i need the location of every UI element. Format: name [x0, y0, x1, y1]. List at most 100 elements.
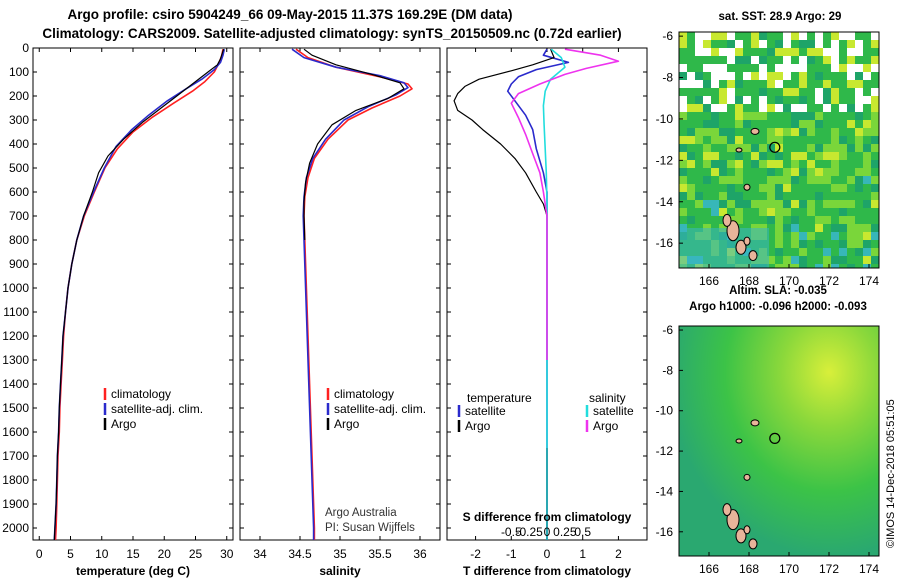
x-axis-label: salinity — [319, 564, 361, 578]
sst-cell — [719, 136, 727, 144]
sst-cell — [831, 56, 839, 64]
sst-cell — [735, 168, 743, 176]
sst-cell — [727, 80, 735, 88]
sst-cell — [871, 96, 879, 104]
sst-cell — [783, 184, 791, 192]
sst-cell — [791, 264, 799, 268]
sst-cell — [831, 224, 839, 232]
sst-cell — [815, 72, 823, 80]
map-x-tick-label: 170 — [779, 562, 799, 576]
sst-cell — [839, 216, 847, 224]
sst-cell — [871, 160, 879, 168]
x-tick-label: 10 — [95, 547, 109, 561]
sst-cell — [751, 32, 759, 40]
sst-cell — [687, 128, 695, 136]
x-tick-label: 20 — [158, 547, 172, 561]
sst-cell — [711, 48, 719, 56]
difference-profile-chart: -2 -1 0 1 2 T difference from climatology S di… — [446, 47, 648, 578]
map-y-tick-label: -14 — [656, 484, 674, 498]
sst-cell — [855, 72, 863, 80]
sst-cell — [703, 128, 711, 136]
sst-cell — [775, 40, 783, 48]
map-y-tick-label: -10 — [656, 404, 674, 418]
sst-cell — [703, 32, 711, 40]
sst-cell — [863, 248, 871, 256]
sst-cell — [823, 200, 831, 208]
depth-tick-label: 1000 — [2, 281, 29, 295]
sst-cell — [759, 152, 767, 160]
sst-cell — [791, 128, 799, 136]
temperature-profile-chart: 0100200300400500600700800900100011001200… — [2, 41, 233, 578]
x-axis-label: T difference from climatology — [463, 564, 631, 578]
sst-cell — [815, 32, 823, 40]
sst-cell — [719, 168, 727, 176]
sst-cell — [799, 248, 807, 256]
x-tick-label: 15 — [126, 547, 140, 561]
sst-cell — [751, 72, 759, 80]
island — [722, 213, 732, 227]
sst-cell — [767, 48, 775, 56]
sst-cell — [735, 40, 743, 48]
map-y-tick-label: -16 — [656, 525, 674, 539]
sst-cell — [791, 240, 799, 248]
sst-cell — [791, 152, 799, 160]
sst-cell — [871, 40, 879, 48]
sst-cell — [775, 144, 783, 152]
island — [750, 419, 760, 427]
island — [726, 220, 740, 242]
sst-cell — [695, 104, 703, 112]
sst-cell — [735, 96, 743, 104]
depth-tick-label: 500 — [9, 161, 29, 175]
map-title: sat. SST: 28.9 Argo: 29 — [719, 11, 842, 23]
sst-cell — [807, 232, 815, 240]
island — [735, 438, 743, 444]
sst-cell — [775, 200, 783, 208]
depth-tick-label: 700 — [9, 209, 29, 223]
sst-cell — [799, 232, 807, 240]
x-tick-label: 35 — [333, 547, 347, 561]
sst-cell — [687, 152, 695, 160]
sst-cell — [791, 32, 799, 40]
sst-cell — [831, 96, 839, 104]
sst-cell — [815, 96, 823, 104]
sst-cell — [783, 56, 791, 64]
sst-cell — [735, 48, 743, 56]
x-axis-label: temperature (deg C) — [76, 564, 190, 578]
sst-cell — [759, 208, 767, 216]
sst-cell — [871, 256, 879, 264]
sst-cell — [791, 176, 799, 184]
x-tick-label: 2 — [615, 547, 622, 561]
map-x-tick-label: 172 — [819, 562, 839, 576]
sst-cell — [687, 80, 695, 88]
legend-label-salinity-sal_argo: Argo — [593, 419, 619, 433]
legend-label-temperature-satellite: satellite — [465, 404, 506, 418]
depth-tick-label: 600 — [9, 185, 29, 199]
sst-cell — [767, 200, 775, 208]
x-tick-label: -1 — [506, 547, 517, 561]
sst-cell — [695, 48, 703, 56]
sst-cell — [823, 256, 831, 264]
depth-tick-label: 1900 — [2, 497, 29, 511]
sst-cell — [791, 104, 799, 112]
sst-cell — [711, 32, 719, 40]
sst-cell — [783, 104, 791, 112]
sst-cool-band — [679, 228, 769, 268]
map-y-tick-label: -12 — [656, 153, 674, 167]
sst-cell — [719, 88, 727, 96]
depth-tick-label: 400 — [9, 137, 29, 151]
island — [722, 503, 732, 517]
sst-cell — [847, 40, 855, 48]
sst-cell — [847, 64, 855, 72]
sst-cell — [815, 176, 823, 184]
sst-cell — [775, 48, 783, 56]
sst-cell — [679, 168, 687, 176]
sst-cell — [727, 56, 735, 64]
sst-cell — [855, 176, 863, 184]
sst-cell — [695, 72, 703, 80]
sst-cell — [727, 128, 735, 136]
sst-cell — [719, 96, 727, 104]
sst-cell — [855, 224, 863, 232]
sst-cell — [775, 64, 783, 72]
sst-cell — [767, 208, 775, 216]
depth-tick-label: 300 — [9, 113, 29, 127]
